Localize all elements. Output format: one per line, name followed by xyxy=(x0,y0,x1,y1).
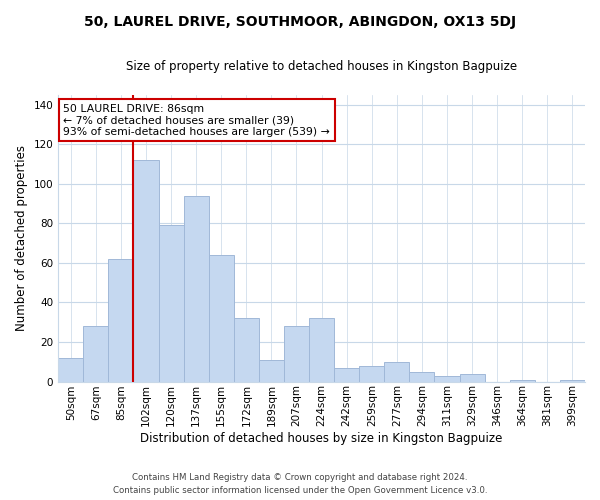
Bar xyxy=(83,326,109,382)
Bar xyxy=(309,318,334,382)
Bar xyxy=(284,326,309,382)
Bar xyxy=(460,374,485,382)
Bar xyxy=(434,376,460,382)
Bar xyxy=(334,368,359,382)
Y-axis label: Number of detached properties: Number of detached properties xyxy=(15,146,28,332)
Bar xyxy=(234,318,259,382)
Bar xyxy=(385,362,409,382)
Bar xyxy=(359,366,385,382)
Bar xyxy=(158,226,184,382)
Bar xyxy=(409,372,434,382)
X-axis label: Distribution of detached houses by size in Kingston Bagpuize: Distribution of detached houses by size … xyxy=(140,432,503,445)
Bar xyxy=(109,259,133,382)
Bar xyxy=(58,358,83,382)
Bar xyxy=(133,160,158,382)
Text: 50 LAUREL DRIVE: 86sqm
← 7% of detached houses are smaller (39)
93% of semi-deta: 50 LAUREL DRIVE: 86sqm ← 7% of detached … xyxy=(64,104,330,137)
Bar xyxy=(259,360,284,382)
Text: Contains HM Land Registry data © Crown copyright and database right 2024.
Contai: Contains HM Land Registry data © Crown c… xyxy=(113,474,487,495)
Bar xyxy=(209,255,234,382)
Text: 50, LAUREL DRIVE, SOUTHMOOR, ABINGDON, OX13 5DJ: 50, LAUREL DRIVE, SOUTHMOOR, ABINGDON, O… xyxy=(84,15,516,29)
Bar xyxy=(560,380,585,382)
Title: Size of property relative to detached houses in Kingston Bagpuize: Size of property relative to detached ho… xyxy=(126,60,517,73)
Bar xyxy=(510,380,535,382)
Bar xyxy=(184,196,209,382)
